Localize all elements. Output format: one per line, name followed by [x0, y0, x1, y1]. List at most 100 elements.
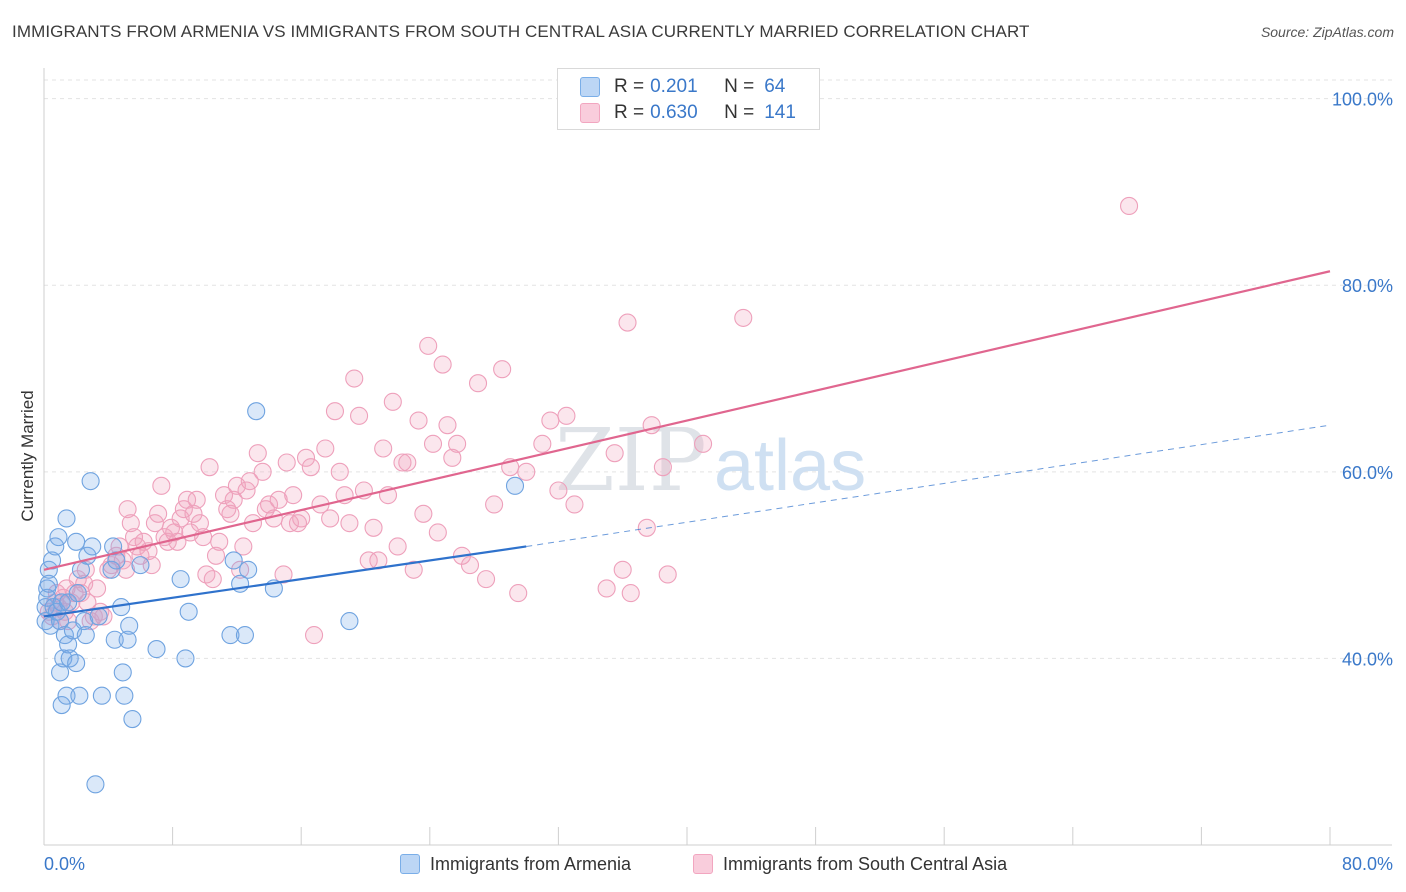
point-armenia [52, 696, 71, 715]
point-south-central-asia [350, 406, 369, 425]
point-south-central-asia [87, 579, 107, 598]
point-south-central-asia [1120, 196, 1139, 215]
point-armenia [38, 588, 57, 607]
point-south-central-asia [274, 565, 293, 584]
point-south-central-asia [404, 560, 423, 579]
point-south-central-asia [618, 313, 637, 332]
point-south-central-asia [149, 504, 168, 523]
point-armenia [75, 612, 94, 631]
point-south-central-asia [433, 355, 452, 374]
y-tick-label: 80.0% [1342, 276, 1393, 296]
point-south-central-asia [190, 514, 209, 533]
legend-n-label: N = [724, 76, 755, 97]
point-south-central-asia [477, 570, 496, 589]
point-south-central-asia [605, 444, 624, 463]
point-south-central-asia [517, 462, 536, 481]
point-armenia [235, 626, 254, 645]
bottom-legend-south-central-asia[interactable]: Immigrants from South Central Asia [693, 852, 1007, 876]
watermark-zip: ZIP [555, 411, 707, 511]
x-tick-label: 80.0% [1342, 854, 1393, 874]
point-south-central-asia [345, 369, 364, 388]
y-tick-label: 40.0% [1342, 649, 1393, 669]
point-south-central-asia [565, 495, 584, 514]
point-south-central-asia [557, 406, 576, 425]
point-armenia [39, 574, 58, 593]
point-south-central-asia [305, 626, 324, 645]
point-south-central-asia [493, 360, 512, 379]
point-south-central-asia [597, 579, 616, 598]
point-south-central-asia [248, 444, 267, 463]
point-south-central-asia [296, 448, 316, 467]
watermark-atlas: atlas [714, 426, 866, 506]
point-south-central-asia [301, 458, 320, 477]
point-south-central-asia [224, 490, 243, 509]
point-south-central-asia [116, 560, 136, 579]
point-armenia [67, 654, 86, 673]
point-south-central-asia [325, 402, 345, 421]
point-armenia [51, 663, 70, 682]
point-armenia [59, 593, 78, 612]
point-armenia [59, 635, 78, 654]
point-armenia [115, 686, 134, 705]
point-south-central-asia [694, 434, 713, 453]
point-south-central-asia [200, 458, 219, 477]
point-south-central-asia [485, 495, 504, 514]
point-south-central-asia [653, 458, 672, 477]
point-armenia [83, 537, 102, 556]
point-armenia [171, 570, 190, 589]
legend-row-armenia: R = 0.201 N = 64 [580, 75, 785, 99]
x-tick-label: 0.0% [44, 854, 85, 874]
point-armenia [76, 626, 95, 645]
point-armenia [120, 616, 139, 635]
point-south-central-asia [57, 579, 76, 598]
point-south-central-asia [152, 476, 171, 495]
point-armenia [179, 602, 198, 621]
point-south-central-asia [284, 486, 303, 505]
bottom-legend-armenia[interactable]: Immigrants from Armenia [400, 852, 631, 876]
point-south-central-asia [118, 500, 137, 519]
point-armenia [92, 686, 111, 705]
point-south-central-asia [221, 504, 240, 523]
point-south-central-asia [443, 448, 462, 467]
stats-legend: R = 0.201 N = 64 R = 0.630 N = 141 [557, 68, 820, 130]
legend-row-south-central-asia: R = 0.630 N = 141 [580, 101, 796, 125]
point-south-central-asia [734, 308, 753, 327]
point-south-central-asia [240, 472, 259, 491]
bottom-legend-label: Immigrants from Armenia [430, 853, 632, 874]
point-south-central-asia [187, 490, 206, 509]
bottom-legend-label: Immigrants from South Central Asia [723, 853, 1008, 874]
point-armenia [57, 509, 76, 528]
point-armenia [102, 560, 121, 579]
point-armenia [105, 630, 124, 649]
trend-lines [43, 270, 1331, 618]
point-armenia [147, 640, 166, 659]
point-south-central-asia [414, 504, 433, 523]
point-south-central-asia [460, 556, 480, 575]
trend-line-south-central-asia [43, 270, 1331, 571]
bottom-legend-swatch-pink [693, 854, 713, 874]
point-armenia [247, 402, 266, 421]
point-south-central-asia [234, 537, 253, 556]
point-south-central-asia [340, 514, 359, 533]
legend-swatch-blue [580, 77, 600, 97]
watermark: ZIP atlas [555, 411, 866, 511]
point-south-central-asia [438, 416, 457, 435]
point-armenia [239, 560, 258, 579]
trend-line-armenia [43, 545, 527, 618]
point-armenia [68, 584, 87, 603]
point-south-central-asia [448, 434, 467, 453]
point-south-central-asia [321, 509, 340, 528]
point-armenia [104, 537, 123, 556]
point-armenia [49, 528, 68, 547]
bottom-legend-swatch-blue [400, 854, 420, 874]
point-armenia [57, 686, 76, 705]
legend-swatch-pink [580, 103, 600, 123]
axes [43, 68, 1392, 846]
point-south-central-asia [214, 486, 234, 505]
point-armenia [505, 476, 525, 495]
legend-r-label: R = [614, 102, 645, 123]
point-south-central-asia [316, 439, 335, 458]
chart-title: IMMIGRANTS FROM ARMENIA VS IMMIGRANTS FR… [12, 22, 1030, 41]
points-armenia [36, 402, 525, 794]
